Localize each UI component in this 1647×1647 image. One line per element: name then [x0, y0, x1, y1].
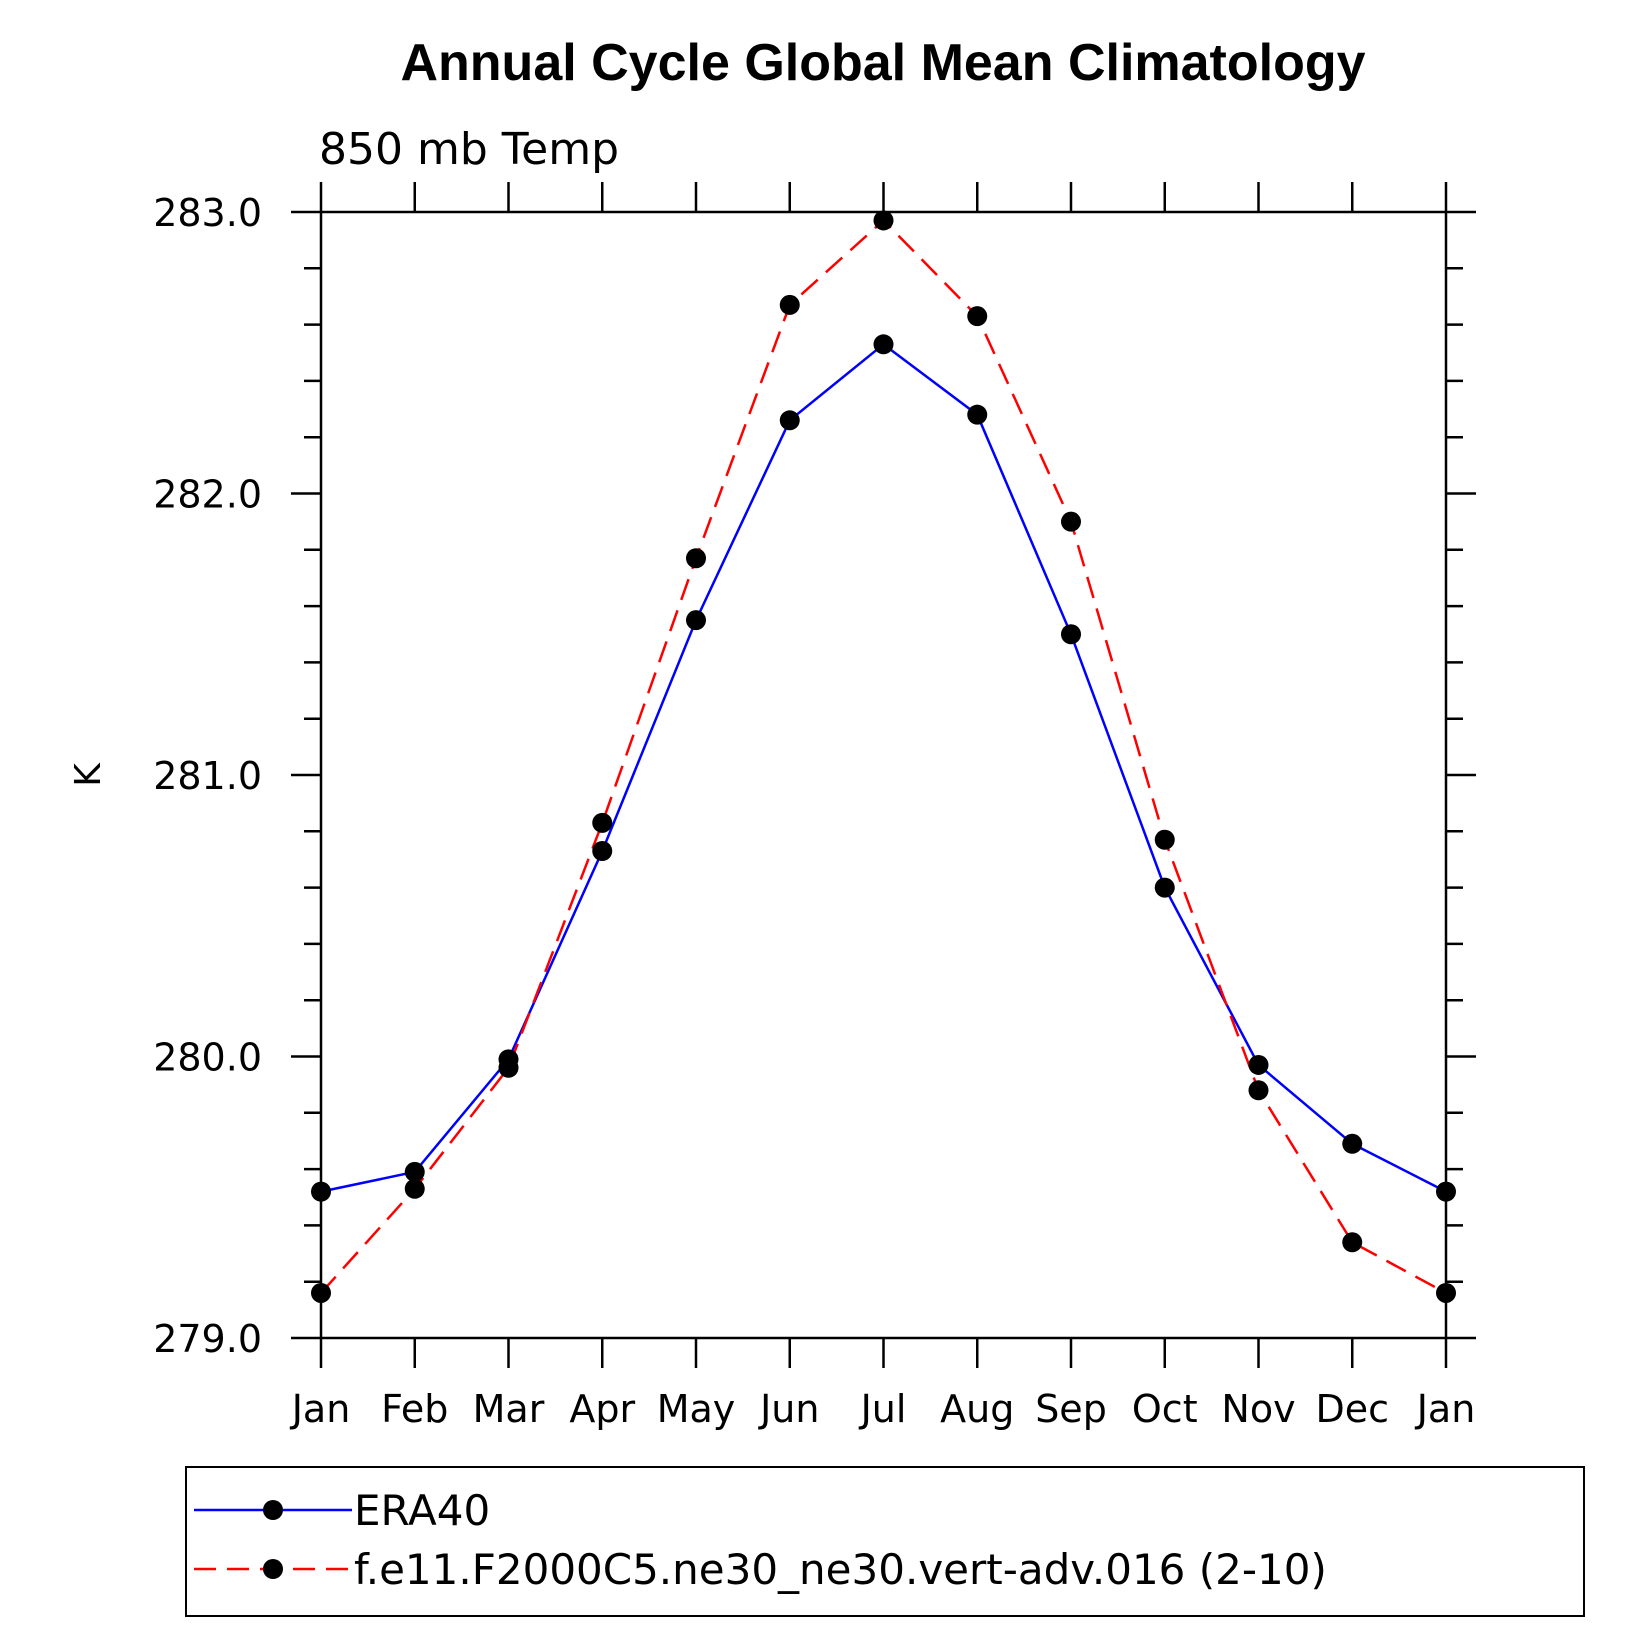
x-tick-label: Jul — [859, 1387, 907, 1431]
x-tick-label: Oct — [1132, 1387, 1198, 1431]
series-line-1 — [320, 342, 1447, 1193]
data-point — [686, 610, 706, 631]
data-point — [1248, 1054, 1269, 1075]
y-tick-label: 283.0 — [153, 191, 262, 235]
data-point — [967, 306, 988, 327]
x-tick-label: Nov — [1221, 1387, 1295, 1431]
x-tick-label: Aug — [940, 1387, 1014, 1431]
data-point — [1436, 1181, 1456, 1202]
data-point — [592, 812, 613, 833]
data-point — [686, 548, 706, 569]
chart-subtitle: 850 mb Temp — [319, 124, 619, 175]
y-tick-label: 280.0 — [153, 1036, 262, 1080]
data-point — [779, 294, 800, 315]
legend-marker — [263, 1559, 283, 1579]
x-tick-label: Apr — [569, 1387, 635, 1431]
x-tick-label: May — [657, 1387, 736, 1431]
plot-frame — [319, 210, 1448, 1340]
x-tick-label: Jan — [1415, 1387, 1476, 1431]
legend-label: ERA40 — [354, 1486, 490, 1535]
data-point — [592, 841, 613, 862]
series-group — [311, 210, 1456, 1303]
data-point — [404, 1178, 425, 1199]
data-point — [1248, 1080, 1269, 1101]
data-point — [779, 410, 800, 431]
data-point — [1154, 829, 1175, 850]
data-point — [1154, 877, 1175, 898]
y-tick-label: 282.0 — [153, 473, 262, 517]
series-line-2 — [320, 218, 1447, 1295]
y-tick-label: 281.0 — [153, 754, 262, 798]
data-point — [404, 1161, 425, 1182]
data-point — [967, 404, 988, 425]
data-point — [1061, 624, 1081, 645]
data-point — [1342, 1232, 1363, 1253]
legend: ERA40 f.e11.F2000C5.ne30_ne30.vert-adv.01… — [185, 1466, 1585, 1617]
y-axis-label: K — [68, 762, 109, 787]
x-tick-label: Sep — [1035, 1387, 1107, 1431]
chart-title: Annual Cycle Global Mean Climatology — [400, 34, 1365, 92]
data-point — [873, 334, 894, 355]
legend-label: f.e11.F2000C5.ne30_ne30.vert-adv.016 (2-… — [354, 1545, 1327, 1594]
x-tick-label: Dec — [1315, 1387, 1389, 1431]
legend-marker — [263, 1500, 283, 1520]
data-point — [311, 1282, 331, 1303]
data-point — [311, 1181, 331, 1202]
y-tick-label: 279.0 — [153, 1317, 262, 1361]
data-point — [1342, 1133, 1363, 1154]
data-point — [873, 210, 894, 231]
axes: 279.0 280.0 281.0 282.0 283.0 Jan Feb Mar Apr May… — [153, 182, 1476, 1431]
data-point — [1436, 1282, 1456, 1303]
data-point — [1061, 511, 1081, 532]
x-tick-label: Jun — [758, 1387, 819, 1431]
x-tick-label: Mar — [473, 1387, 545, 1431]
legend-box — [185, 1466, 1585, 1617]
x-tick-label: Feb — [381, 1387, 448, 1431]
data-point — [498, 1057, 519, 1078]
x-tick-label: Jan — [290, 1387, 351, 1431]
